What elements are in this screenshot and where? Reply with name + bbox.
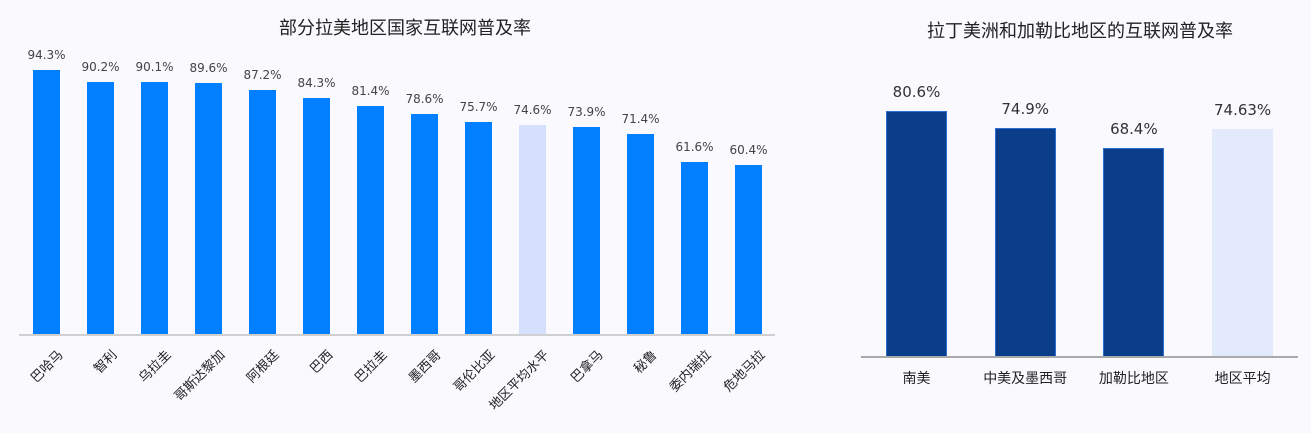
data-label: 89.6%	[189, 61, 228, 76]
data-label: 90.1%	[135, 59, 174, 74]
bar	[303, 98, 330, 335]
data-label: 81.4%	[351, 84, 390, 99]
x-tick-label: 委内瑞拉	[666, 347, 714, 396]
bar	[411, 114, 438, 335]
data-label: 75.7%	[459, 100, 498, 115]
x-tick-label: 哥伦比亚	[450, 347, 498, 396]
bar	[1103, 148, 1165, 357]
x-tick-label: 智利	[90, 347, 120, 377]
x-tick-label: 危地马拉	[720, 347, 768, 396]
x-tick-label: 巴哈马	[27, 347, 66, 387]
data-label: 78.6%	[405, 92, 444, 107]
data-label: 84.3%	[297, 76, 336, 91]
x-axis	[861, 356, 1298, 358]
data-label: 74.9%	[1001, 100, 1050, 119]
x-tick-label: 加勒比地区	[1098, 371, 1169, 387]
data-label: 73.9%	[567, 105, 606, 120]
bar	[33, 70, 60, 335]
chart-title: 部分拉美地区国家互联网普及率	[279, 18, 531, 39]
data-label: 94.3%	[27, 48, 66, 62]
x-tick-label: 阿根廷	[243, 347, 282, 387]
bar	[141, 81, 168, 335]
data-label: 74.6%	[513, 103, 552, 118]
x-tick-label: 乌拉圭	[135, 347, 174, 387]
bar	[1212, 129, 1274, 357]
data-label: 90.2%	[81, 59, 120, 74]
bar	[87, 81, 114, 335]
x-tick-label: 哥斯达黎加	[171, 347, 228, 405]
x-tick-label: 巴拉圭	[351, 347, 390, 387]
bar	[994, 128, 1056, 357]
bar	[886, 111, 947, 357]
bar	[357, 106, 384, 335]
data-label: 68.4%	[1110, 120, 1158, 139]
x-tick-label: 秘鲁	[630, 347, 660, 377]
x-tick-label: 中美及墨西哥	[983, 371, 1068, 387]
bar	[195, 83, 222, 335]
bar	[627, 134, 654, 335]
bar	[519, 125, 546, 335]
bar	[573, 127, 600, 335]
chart-title: 拉丁美洲和加勒比地区的互联网普及率	[927, 21, 1233, 42]
bar	[465, 122, 492, 335]
data-label: 80.6%	[892, 83, 941, 101]
x-tick-label: 巴拿马	[567, 347, 606, 387]
data-label: 74.63%	[1213, 101, 1272, 120]
x-tick-label: 巴西	[306, 347, 336, 377]
x-tick-label: 地区平均	[1214, 371, 1271, 387]
x-tick-label: 墨西哥	[405, 347, 444, 387]
data-label: 61.6%	[675, 139, 714, 154]
x-tick-label: 南美	[902, 371, 931, 387]
bar	[735, 165, 762, 335]
bar	[249, 89, 276, 335]
bar	[681, 161, 708, 335]
x-axis	[19, 334, 775, 336]
data-label: 60.4%	[729, 143, 768, 158]
data-label: 87.2%	[243, 67, 282, 82]
data-label: 71.4%	[621, 112, 660, 127]
